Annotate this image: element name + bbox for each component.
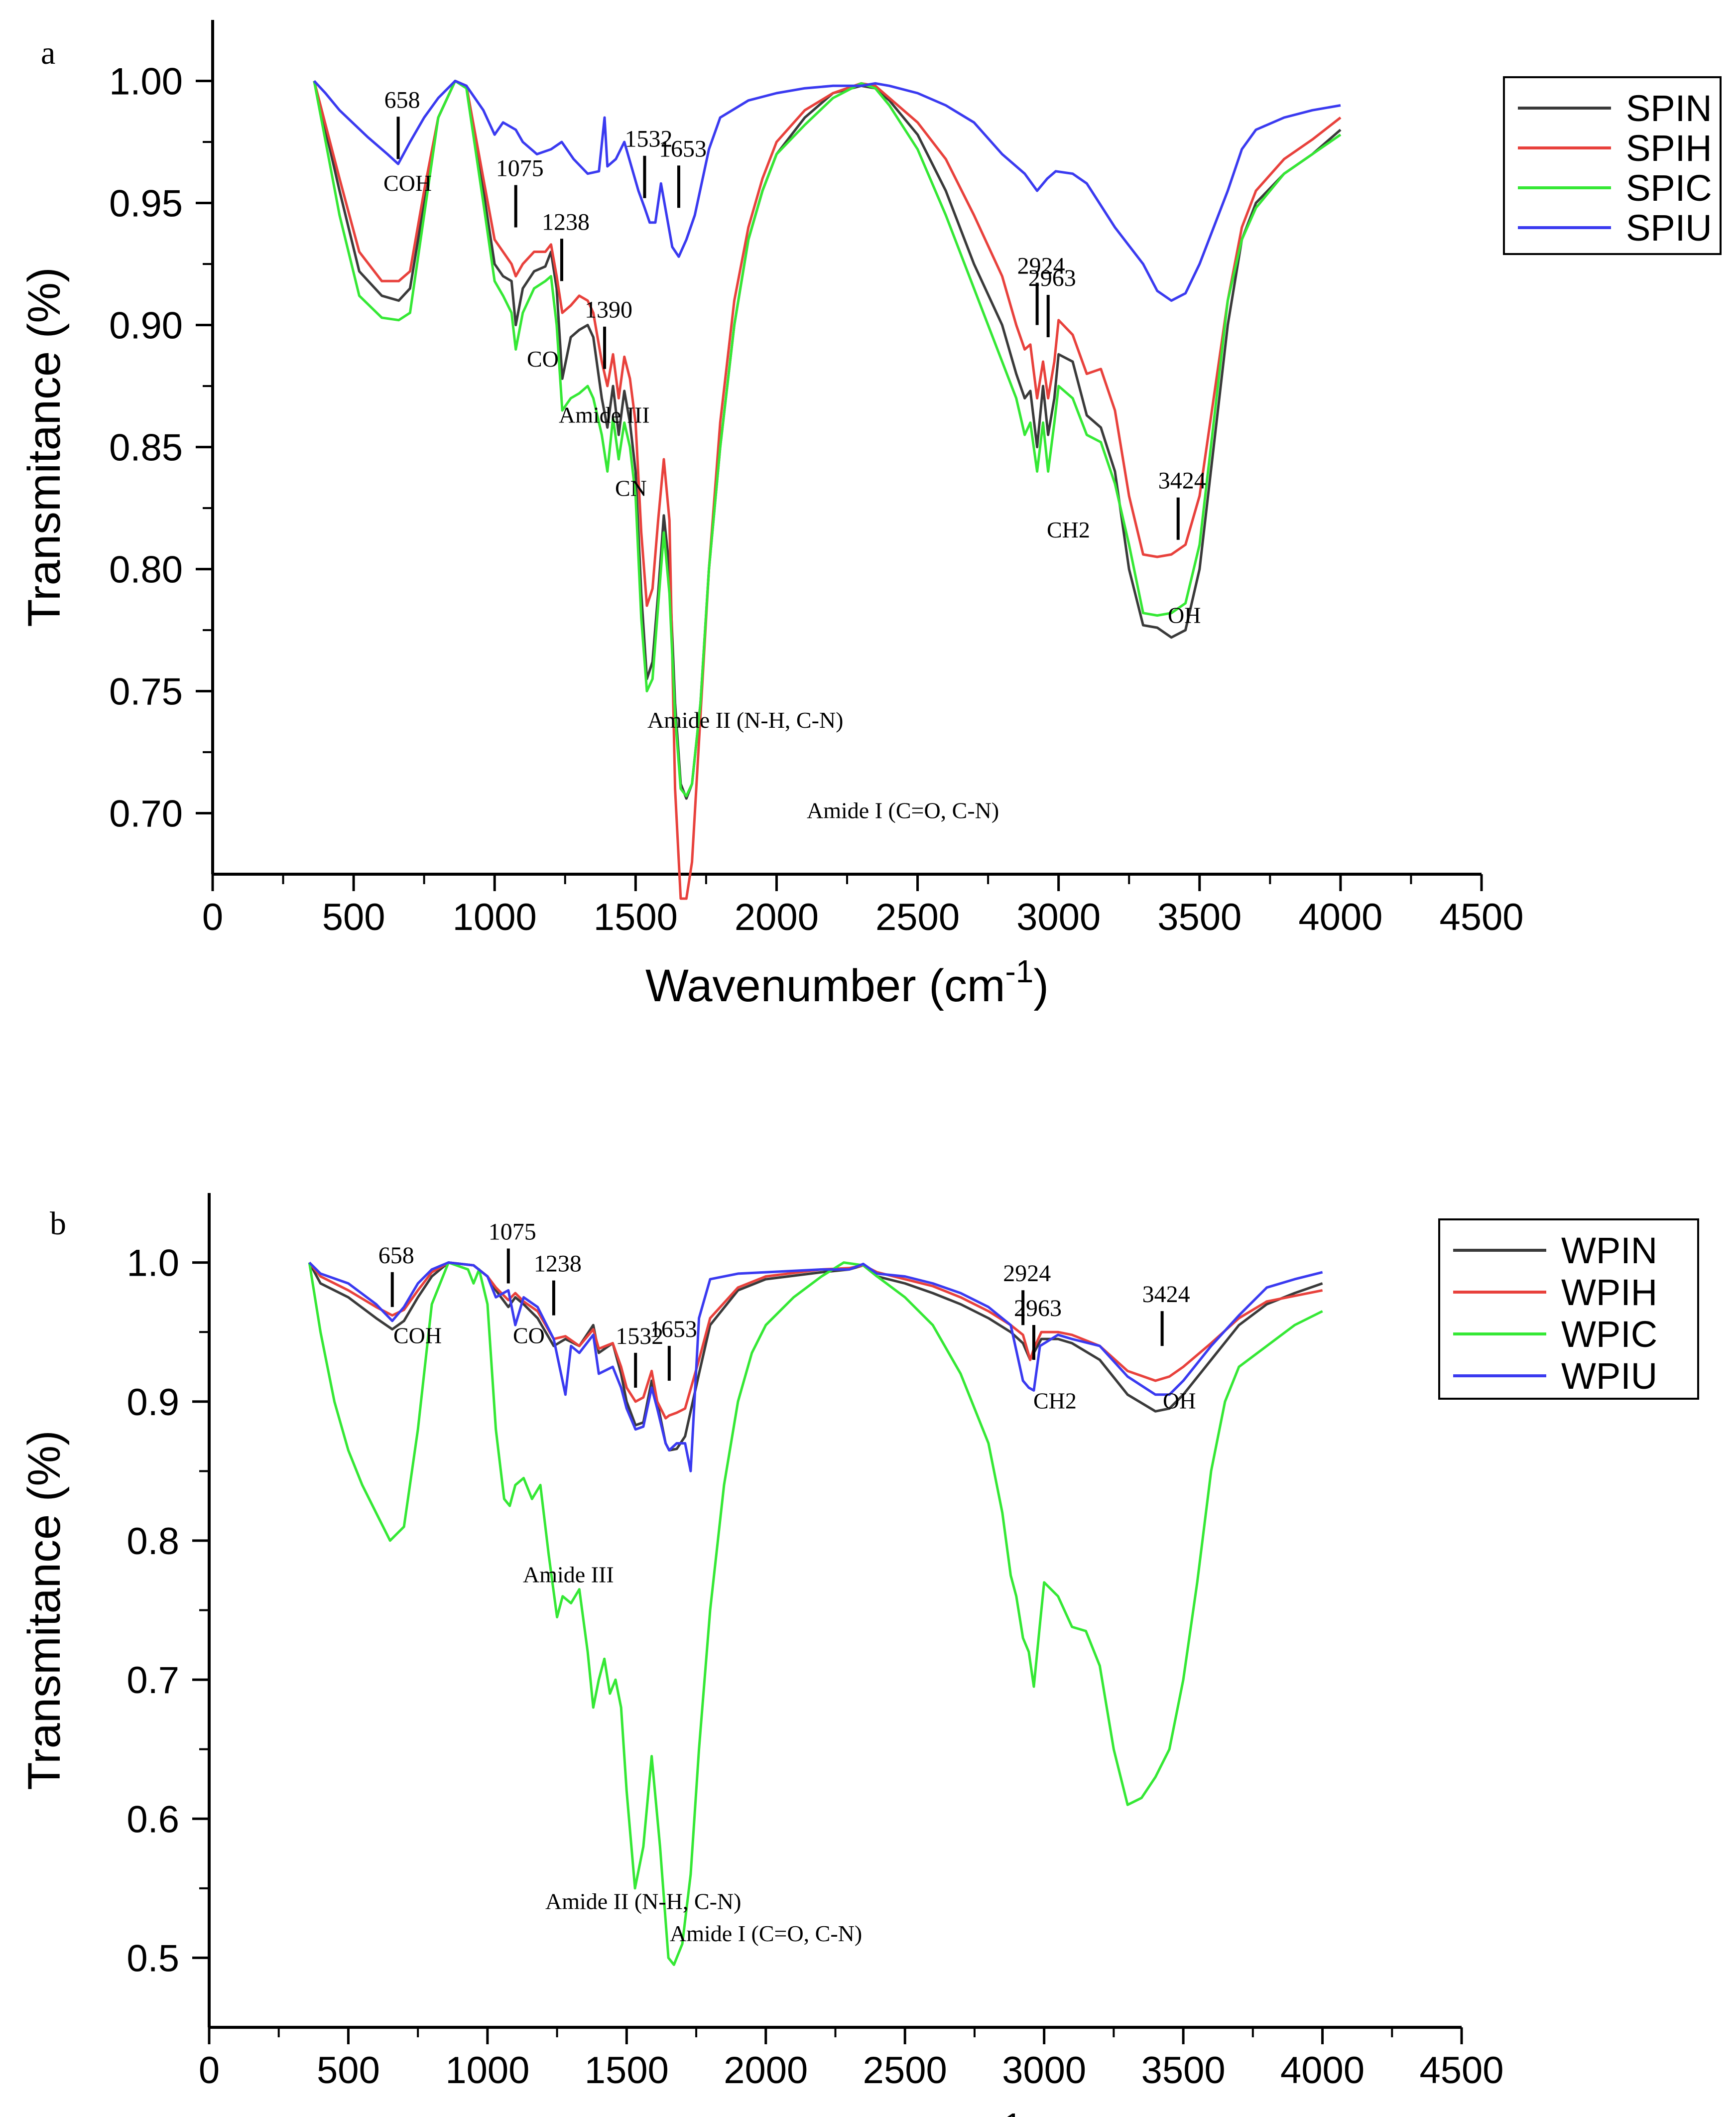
band-label-coh: COH <box>383 170 432 196</box>
peak-label-2963: 2963 <box>1028 265 1076 291</box>
series-line-spic <box>313 80 1342 797</box>
x-tick-label: 1000 <box>453 896 537 938</box>
x-tick-label: 0 <box>202 896 223 938</box>
legend-label-spin: SPIN <box>1626 88 1712 129</box>
peak-label-3424: 3424 <box>1142 1281 1190 1308</box>
y-tick-label: 0.85 <box>109 427 183 469</box>
x-tick-label: 1500 <box>594 896 678 938</box>
x-tick-label: 1500 <box>585 2049 669 2092</box>
x-tick-label: 4500 <box>1419 2049 1503 2092</box>
x-tick-label: 2500 <box>863 2049 947 2092</box>
y-axis-title: Transmitance (%) <box>19 1430 70 1790</box>
x-tick-label: 4500 <box>1439 896 1523 938</box>
y-tick-label: 0.9 <box>126 1381 179 1424</box>
panel-label: a <box>41 35 55 71</box>
legend-label-wpin: WPIN <box>1561 1230 1657 1271</box>
peak-label-1075: 1075 <box>489 1218 536 1245</box>
y-axis-title: Transmitance (%) <box>19 267 70 627</box>
band-label-co: CO <box>527 346 559 372</box>
x-tick-label: 4000 <box>1280 2049 1364 2092</box>
y-tick-label: 1.0 <box>126 1242 179 1285</box>
y-tick-label: 1.00 <box>109 61 183 103</box>
peak-label-1390: 1390 <box>585 297 632 323</box>
band-label-oh: OH <box>1168 602 1201 628</box>
peak-label-2963: 2963 <box>1014 1295 1062 1322</box>
peak-label-1532: 1532 <box>624 126 672 152</box>
peak-label-1532: 1532 <box>616 1323 663 1349</box>
y-tick-label: 0.80 <box>109 549 183 591</box>
legend-label-wpiu: WPIU <box>1561 1355 1657 1397</box>
panel-label: b <box>50 1205 66 1242</box>
x-tick-label: 3500 <box>1157 896 1241 938</box>
band-label-amide-i-c-o-c-n: Amide I (C=O, C-N) <box>670 1921 862 1946</box>
band-label-cn: CN <box>615 476 647 501</box>
x-tick-label: 4000 <box>1298 896 1382 938</box>
peak-label-1075: 1075 <box>496 155 544 182</box>
y-tick-label: 0.5 <box>126 1937 179 1980</box>
band-label-amide-ii-n-h-c-n: Amide II (N-H, C-N) <box>647 707 843 733</box>
y-tick-label: 0.6 <box>126 1798 179 1841</box>
chart-panel-b: b 0 500 1000 1500 2000 2500 3000 3500 4000 4500 0.5… <box>19 1193 1699 2117</box>
peak-label-1238: 1238 <box>534 1251 582 1277</box>
x-tick-label: 2000 <box>724 2049 808 2092</box>
legend-label-spic: SPIC <box>1626 167 1712 209</box>
series-line-spih <box>313 80 1342 900</box>
peak-label-658: 658 <box>378 1242 414 1269</box>
x-tick-label: 2000 <box>735 896 819 938</box>
series-line-spin <box>313 80 1342 800</box>
x-tick-label: 2500 <box>875 896 960 938</box>
x-tick-label: 500 <box>317 2049 380 2092</box>
x-axis-title: Wavenumber (cm-1) <box>633 2107 1037 2117</box>
peak-label-658: 658 <box>384 87 420 113</box>
band-label-co: CO <box>513 1323 545 1348</box>
series-line-spiu <box>313 80 1341 302</box>
band-label-amide-i-c-o-c-n: Amide I (C=O, C-N) <box>807 797 999 823</box>
legend-label-wpih: WPIH <box>1561 1272 1657 1313</box>
x-axis-title: Wavenumber (cm-1) <box>645 953 1049 1011</box>
band-label-coh: COH <box>393 1323 442 1348</box>
band-label-amide-iii: Amide III <box>523 1562 614 1588</box>
x-tick-label: 500 <box>322 896 385 938</box>
x-tick-label: 1000 <box>445 2049 529 2092</box>
x-tick-label: 3500 <box>1141 2049 1226 2092</box>
x-tick-label: 3000 <box>1002 2049 1086 2092</box>
series-line-wpiu <box>308 1261 1323 1472</box>
peak-label-2924: 2924 <box>1003 1260 1051 1287</box>
legend-label-wpic: WPIC <box>1561 1314 1657 1355</box>
legend-label-spiu: SPIU <box>1626 207 1712 249</box>
peak-label-3424: 3424 <box>1158 468 1206 494</box>
peak-label-1653: 1653 <box>659 135 707 162</box>
band-label-ch2: CH2 <box>1047 517 1090 542</box>
x-tick-label: 0 <box>199 2049 220 2092</box>
band-label-amide-ii-n-h-c-n: Amide II (N-H, C-N) <box>545 1889 741 1914</box>
legend-label-spih: SPIH <box>1626 128 1712 169</box>
series-line-wpic <box>308 1261 1323 1966</box>
peak-label-1653: 1653 <box>649 1316 697 1342</box>
x-tick-label: 3000 <box>1016 896 1101 938</box>
y-tick-label: 0.90 <box>109 305 183 347</box>
y-tick-label: 0.75 <box>109 671 183 713</box>
band-label-amide-iii: Amide III <box>559 402 650 428</box>
y-tick-label: 0.95 <box>109 183 183 225</box>
peak-label-2924: 2924 <box>1017 253 1065 279</box>
chart-panel-a: a 0 500 1000 1500 2000 2500 3000 3500 4000 4500 0.7… <box>19 20 1722 1011</box>
peak-label-1238: 1238 <box>542 209 590 235</box>
band-label-ch2: CH2 <box>1033 1388 1077 1414</box>
y-tick-label: 0.8 <box>126 1520 179 1563</box>
y-tick-label: 0.70 <box>109 793 183 835</box>
band-label-oh: OH <box>1163 1388 1196 1414</box>
y-tick-label: 0.7 <box>126 1659 179 1702</box>
